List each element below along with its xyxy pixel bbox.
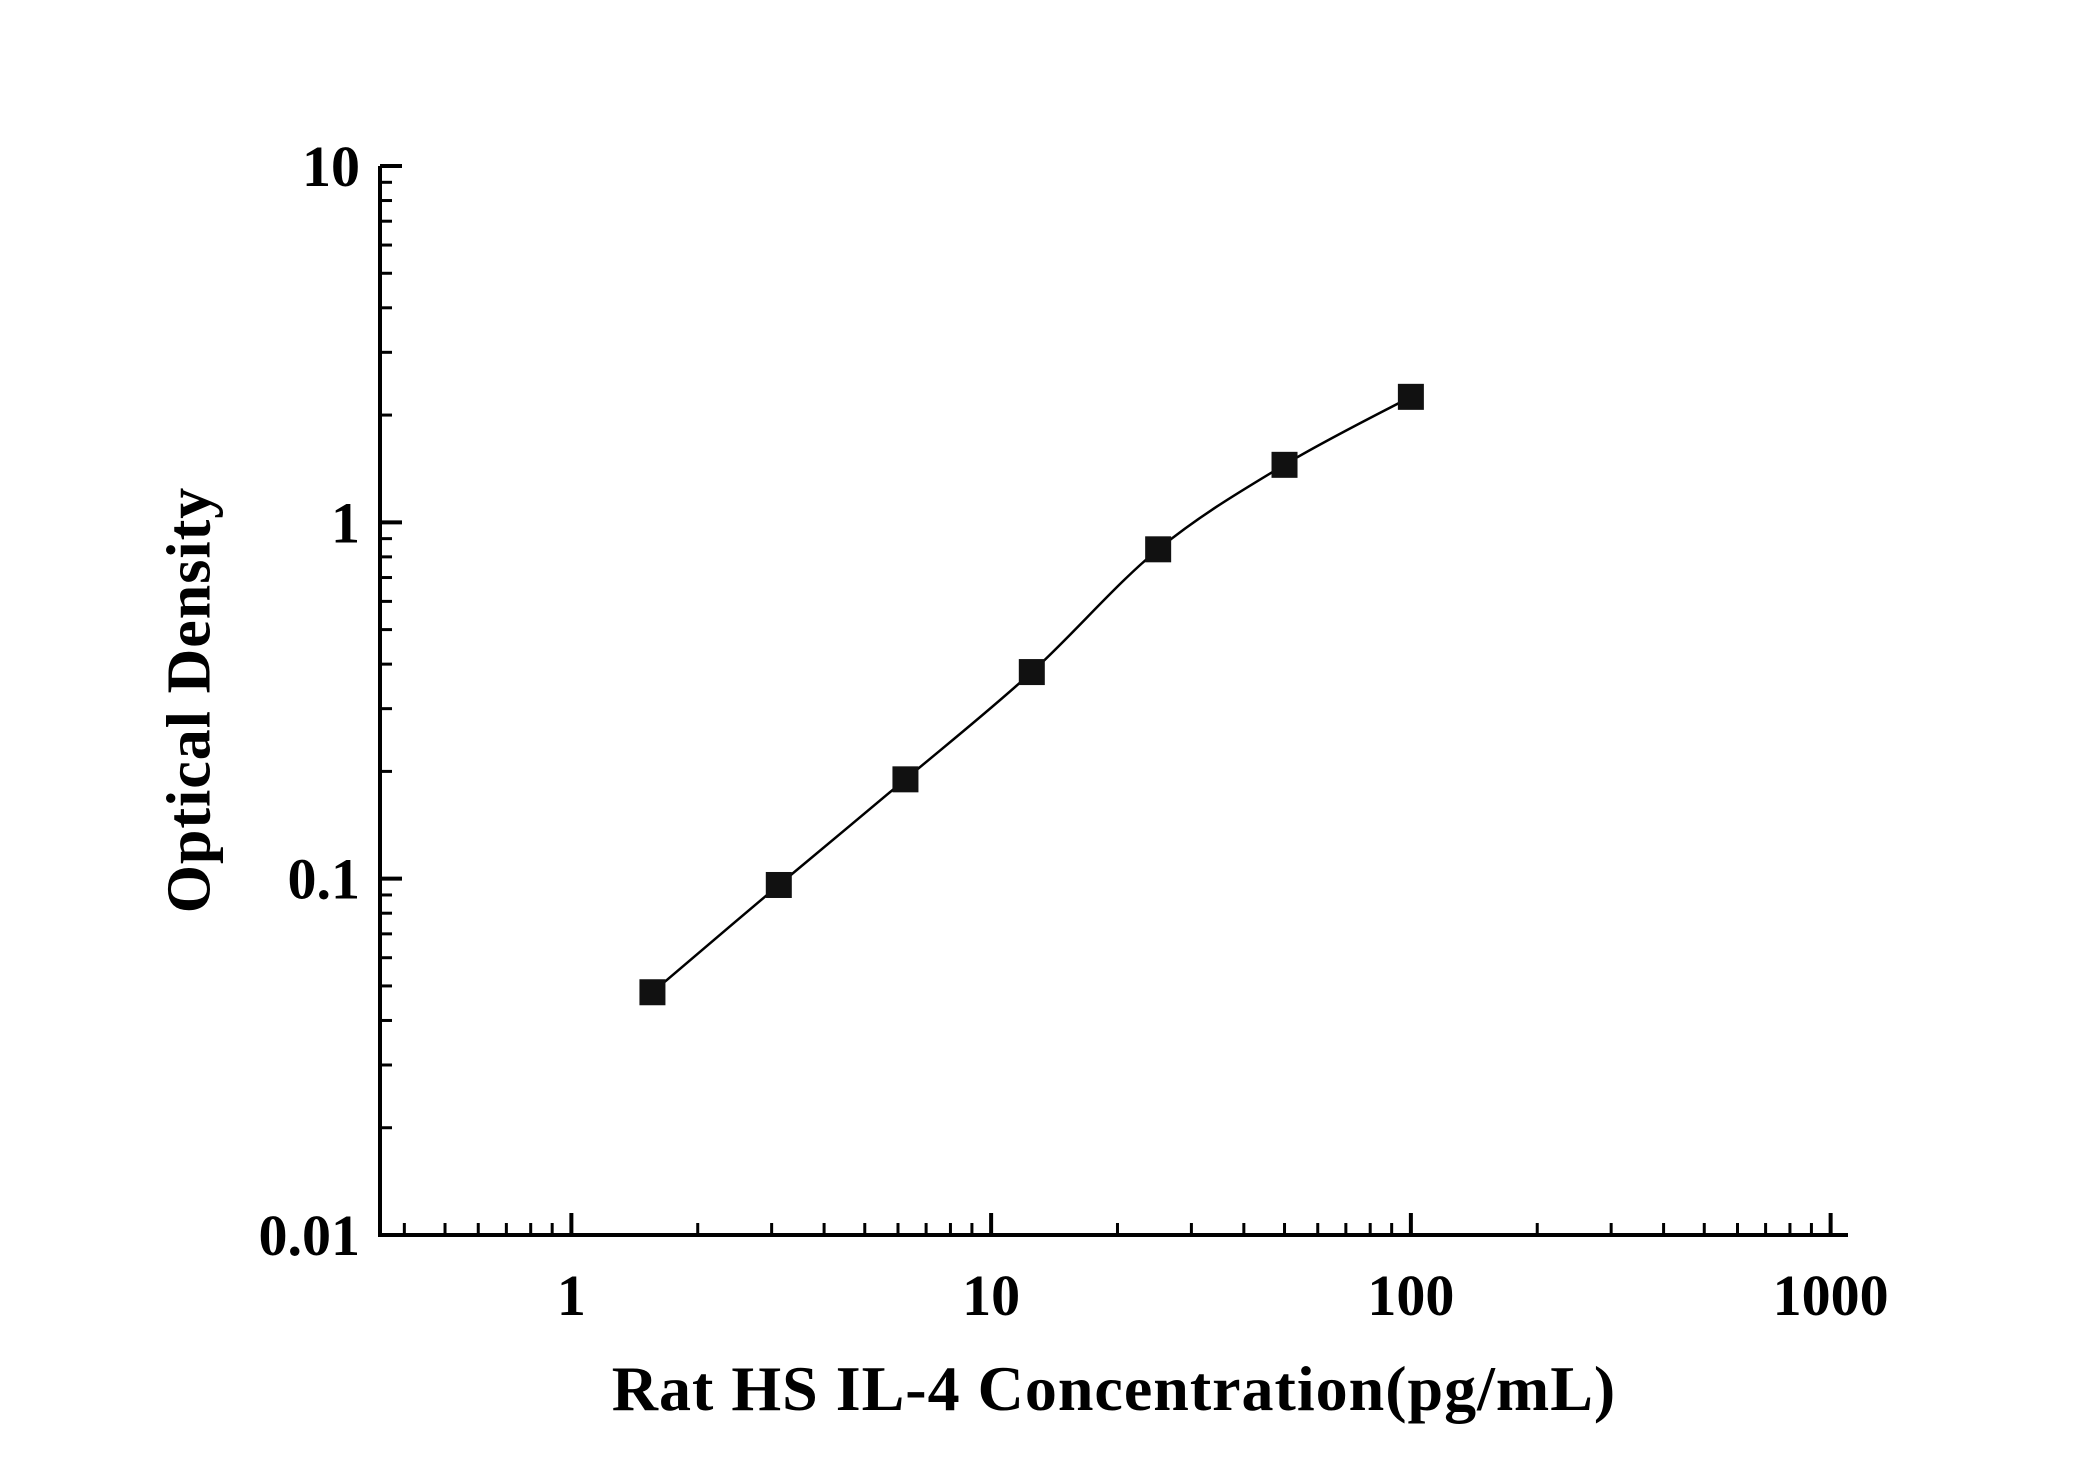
x-tick-label: 100 — [1367, 1263, 1454, 1328]
y-tick-label: 0.01 — [259, 1203, 361, 1268]
data-point-marker — [765, 871, 792, 898]
y-tick-label: 0.1 — [288, 847, 361, 912]
x-axis-title: Rat HS IL-4 Concentration(pg/mL) — [611, 1353, 1617, 1424]
data-point-marker — [639, 979, 666, 1006]
y-tick-label: 1 — [331, 490, 360, 555]
x-tick-label: 1000 — [1773, 1263, 1889, 1328]
data-point-marker — [1145, 536, 1172, 563]
x-tick-label: 10 — [962, 1263, 1020, 1328]
y-tick-label: 10 — [302, 134, 360, 199]
data-point-marker — [1397, 383, 1424, 410]
fit-curve-line — [651, 395, 1412, 994]
x-tick-label: 1 — [557, 1263, 586, 1328]
data-point-marker — [892, 766, 919, 793]
data-point-marker — [1271, 451, 1298, 478]
y-axis-title: Optical Density — [155, 486, 224, 914]
data-point-marker — [1018, 659, 1045, 686]
